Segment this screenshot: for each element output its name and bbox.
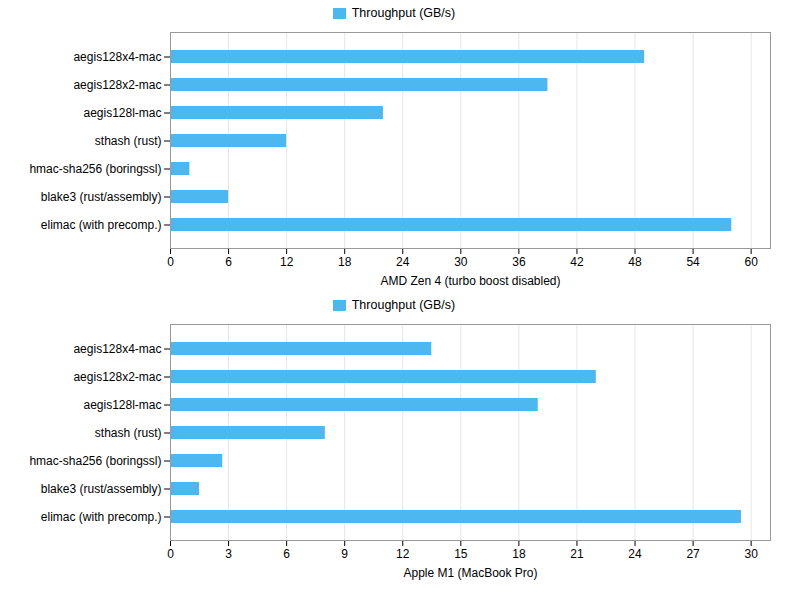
- svg-text:aegis128l-mac: aegis128l-mac: [83, 106, 161, 120]
- svg-text:21: 21: [570, 547, 584, 561]
- svg-text:aegis128l-mac: aegis128l-mac: [83, 398, 161, 412]
- svg-text:Apple M1 (MacBook Pro): Apple M1 (MacBook Pro): [403, 566, 537, 580]
- svg-text:3: 3: [225, 547, 232, 561]
- svg-text:54: 54: [686, 255, 700, 269]
- svg-text:elimac (with precomp.): elimac (with precomp.): [41, 510, 162, 524]
- svg-text:30: 30: [454, 255, 468, 269]
- svg-text:sthash (rust): sthash (rust): [95, 134, 162, 148]
- svg-text:12: 12: [280, 255, 294, 269]
- svg-text:9: 9: [341, 547, 348, 561]
- svg-text:6: 6: [225, 255, 232, 269]
- svg-text:aegis128x2-mac: aegis128x2-mac: [73, 370, 161, 384]
- svg-text:blake3 (rust/assembly): blake3 (rust/assembly): [41, 482, 162, 496]
- svg-text:aegis128x2-mac: aegis128x2-mac: [73, 78, 161, 92]
- svg-text:12: 12: [396, 547, 410, 561]
- svg-text:36: 36: [512, 255, 526, 269]
- svg-text:24: 24: [396, 255, 410, 269]
- svg-text:18: 18: [338, 255, 352, 269]
- svg-text:60: 60: [744, 255, 758, 269]
- svg-text:aegis128x4-mac: aegis128x4-mac: [73, 50, 161, 64]
- svg-text:0: 0: [167, 547, 174, 561]
- svg-text:18: 18: [512, 547, 526, 561]
- svg-text:6: 6: [283, 547, 290, 561]
- html-text:Throughput (GB/s): Throughput (GB/s): [351, 6, 456, 20]
- svg-text:hmac-sha256 (boringssl): hmac-sha256 (boringssl): [29, 162, 161, 176]
- svg-text:30: 30: [744, 547, 758, 561]
- svg-text:hmac-sha256 (boringssl): hmac-sha256 (boringssl): [29, 454, 161, 468]
- svg-text:elimac (with precomp.): elimac (with precomp.): [41, 218, 162, 232]
- svg-text:AMD Zen 4 (turbo boost disable: AMD Zen 4 (turbo boost disabled): [380, 274, 560, 288]
- svg-text:0: 0: [167, 255, 174, 269]
- html-text:Throughput (GB/s): Throughput (GB/s): [351, 298, 456, 312]
- svg-text:42: 42: [570, 255, 584, 269]
- svg-text:15: 15: [454, 547, 468, 561]
- svg-text:24: 24: [628, 547, 642, 561]
- svg-text:aegis128x4-mac: aegis128x4-mac: [73, 342, 161, 356]
- svg-text:blake3 (rust/assembly): blake3 (rust/assembly): [41, 190, 162, 204]
- svg-text:sthash (rust): sthash (rust): [95, 426, 162, 440]
- svg-text:48: 48: [628, 255, 642, 269]
- svg-text:27: 27: [686, 547, 700, 561]
